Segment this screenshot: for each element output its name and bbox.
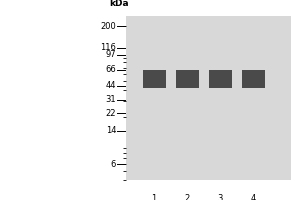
Text: 200: 200 — [100, 22, 116, 31]
Text: 4: 4 — [250, 194, 256, 200]
Text: 6: 6 — [111, 160, 116, 169]
Text: 97: 97 — [106, 50, 116, 59]
Text: 14: 14 — [106, 126, 116, 135]
Text: 1: 1 — [152, 194, 157, 200]
Text: 66: 66 — [105, 65, 116, 74]
Text: kDa: kDa — [109, 0, 129, 8]
Bar — [242, 70, 265, 88]
Text: 116: 116 — [100, 43, 116, 52]
Bar — [208, 70, 232, 88]
Text: 3: 3 — [218, 194, 223, 200]
Bar — [142, 70, 166, 88]
Text: 2: 2 — [184, 194, 190, 200]
Text: 31: 31 — [106, 95, 116, 104]
Text: 22: 22 — [106, 109, 116, 118]
Text: 44: 44 — [106, 81, 116, 90]
Bar — [176, 70, 199, 88]
